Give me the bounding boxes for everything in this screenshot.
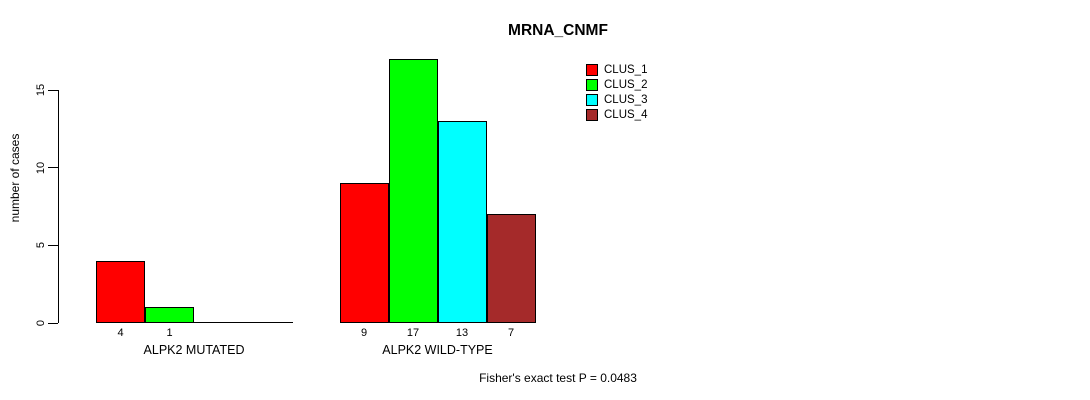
bar-clus_1 bbox=[339, 183, 389, 323]
chart-title: MRNA_CNMF bbox=[508, 22, 608, 39]
bar-clus_2 bbox=[388, 58, 438, 323]
y-axis-tick bbox=[48, 322, 58, 324]
legend-row: CLUS_3 bbox=[586, 92, 647, 107]
legend-row: CLUS_4 bbox=[586, 107, 647, 122]
legend-row: CLUS_2 bbox=[586, 77, 647, 92]
legend-swatch-clus_3 bbox=[586, 93, 598, 106]
legend-swatch-clus_2 bbox=[586, 78, 598, 91]
y-axis-line bbox=[58, 90, 59, 323]
bar-value-label: 4 bbox=[117, 327, 124, 339]
zero-height-bar-line bbox=[194, 322, 244, 323]
bar-clus_3 bbox=[437, 121, 487, 323]
y-axis-tick bbox=[48, 89, 58, 91]
y-axis-label: number of cases bbox=[8, 133, 22, 223]
legend-row: CLUS_1 bbox=[586, 62, 647, 77]
zero-height-bar-line bbox=[243, 322, 293, 323]
bar-value-label: 17 bbox=[406, 327, 420, 339]
bar-clus_1 bbox=[96, 260, 145, 323]
legend-label: CLUS_4 bbox=[604, 108, 648, 121]
y-axis-tick-label: 0 bbox=[35, 319, 47, 327]
category-label: ALPK2 MUTATED bbox=[143, 343, 245, 357]
bar-value-label: 1 bbox=[166, 327, 173, 339]
legend-label: CLUS_1 bbox=[604, 63, 648, 76]
legend-label: CLUS_3 bbox=[604, 93, 648, 106]
y-axis-tick bbox=[48, 244, 58, 246]
legend: CLUS_1 CLUS_2 CLUS_3 CLUS_4 bbox=[586, 62, 647, 122]
legend-swatch-clus_4 bbox=[586, 108, 598, 121]
bar-value-label: 13 bbox=[455, 327, 469, 339]
category-label: ALPK2 WILD-TYPE bbox=[382, 343, 493, 357]
y-axis-tick bbox=[48, 167, 58, 169]
bar-clus_2 bbox=[145, 307, 194, 323]
legend-swatch-clus_1 bbox=[586, 63, 598, 76]
bar-value-label: 9 bbox=[360, 327, 368, 339]
y-axis-tick-label: 10 bbox=[35, 161, 47, 174]
bar-value-label: 7 bbox=[507, 327, 515, 339]
footnote-fishers-test: Fisher's exact test P = 0.0483 bbox=[479, 371, 637, 385]
y-axis-tick-label: 5 bbox=[35, 242, 47, 249]
bar-clus_4 bbox=[486, 214, 536, 323]
y-axis-tick-label: 15 bbox=[35, 83, 47, 97]
legend-label: CLUS_2 bbox=[604, 78, 648, 91]
